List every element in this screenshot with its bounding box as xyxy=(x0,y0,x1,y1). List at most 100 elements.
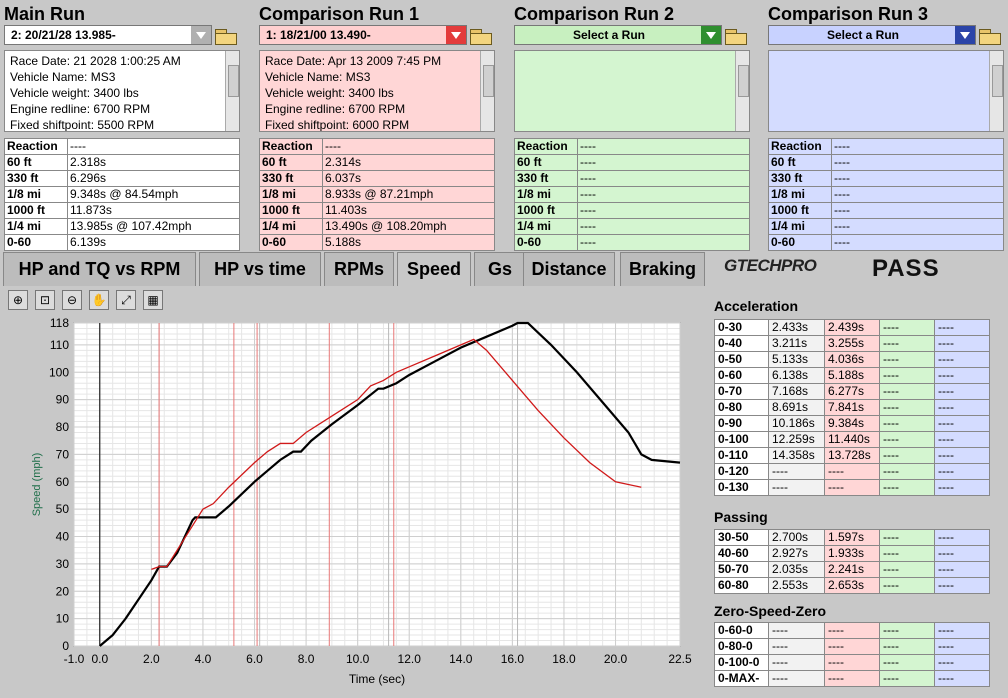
metric-value-run-0: ---- xyxy=(768,479,825,496)
stat-value: ---- xyxy=(577,138,750,155)
info-scrollbar[interactable] xyxy=(225,51,239,131)
metric-value-run-0: ---- xyxy=(768,638,825,655)
comparison-run-2-info xyxy=(514,50,750,132)
y-tick-label: 118 xyxy=(50,316,69,330)
zero-speed-zero-title: Zero-Speed-Zero xyxy=(714,603,827,619)
info-scrollbar[interactable] xyxy=(989,51,1003,131)
comparison-run-2-stats-table: Reaction ---- 60 ft ---- 330 ft ---- 1/8 mi ---… xyxy=(514,138,750,251)
chevron-down-icon[interactable] xyxy=(955,26,975,44)
chevron-down-icon[interactable] xyxy=(701,26,721,44)
scrollbar-thumb[interactable] xyxy=(228,65,239,97)
metric-value-run-1: 5.188s xyxy=(824,367,880,384)
fit-icon[interactable]: ⤢ xyxy=(116,290,136,310)
metric-value-run-2: ---- xyxy=(879,654,935,671)
stats-row: 1000 ft 11.403s xyxy=(259,202,495,219)
open-folder-icon[interactable] xyxy=(469,26,493,45)
acceleration-title: Acceleration xyxy=(714,298,799,314)
y-tick-label: 0 xyxy=(62,639,69,653)
metric-label: 40-60 xyxy=(714,545,769,562)
open-folder-icon[interactable] xyxy=(978,26,1002,45)
comparison-run-1-selector[interactable]: 1: 18/21/00 13.490- xyxy=(259,25,467,45)
x-tick-label: 18.0 xyxy=(552,652,576,666)
zoom-in-icon[interactable]: ⊕ xyxy=(8,290,28,310)
metric-value-run-3: ---- xyxy=(934,463,990,480)
metric-value-run-0: ---- xyxy=(768,463,825,480)
metric-value-run-1: ---- xyxy=(824,654,880,671)
stat-label: 1/4 mi xyxy=(768,218,832,235)
metric-label: 60-80 xyxy=(714,577,769,594)
metric-value-run-0: 8.691s xyxy=(768,399,825,416)
tab-hp-and-tq-vs-rpm[interactable]: HP and TQ vs RPM xyxy=(3,252,196,286)
tab-gs[interactable]: Gs xyxy=(474,252,526,286)
stats-row: 1/8 mi 8.933s @ 87.21mph xyxy=(259,186,495,203)
metric-value-run-3: ---- xyxy=(934,351,990,368)
tab-distance[interactable]: Distance xyxy=(523,252,615,286)
main-run-info: Race Date: 21 2028 1:00:25 AM Vehicle Nam… xyxy=(4,50,240,132)
metric-label: 0-60-0 xyxy=(714,622,769,639)
scrollbar-thumb[interactable] xyxy=(992,65,1003,97)
chevron-down-icon[interactable] xyxy=(191,26,211,44)
x-tick-label: 8.0 xyxy=(298,652,315,666)
metric-row: 0-MAX- ---- ---- ---- ---- xyxy=(714,670,990,687)
run-info-line: Vehicle Name: MS3 xyxy=(10,70,116,84)
main-run-selector[interactable]: 2: 20/21/28 13.985- xyxy=(4,25,212,45)
metric-value-run-2: ---- xyxy=(879,545,935,562)
stat-label: 330 ft xyxy=(259,170,323,187)
stat-value: 8.933s @ 87.21mph xyxy=(322,186,495,203)
metric-value-run-2: ---- xyxy=(879,638,935,655)
pan-hand-icon[interactable]: ✋ xyxy=(89,290,109,310)
stat-value: ---- xyxy=(577,234,750,251)
x-tick-label: 10.0 xyxy=(346,652,370,666)
metric-row: 0-100 12.259s 11.440s ---- ---- xyxy=(714,431,990,448)
metric-row: 60-80 2.553s 2.653s ---- ---- xyxy=(714,577,990,594)
metric-label: 50-70 xyxy=(714,561,769,578)
x-tick-label: 16.0 xyxy=(501,652,525,666)
speed-series-line-2 xyxy=(151,338,642,570)
metric-label: 0-50 xyxy=(714,351,769,368)
scrollbar-thumb[interactable] xyxy=(483,65,494,97)
stat-label: 0-60 xyxy=(514,234,578,251)
tab-rpms[interactable]: RPMs xyxy=(324,252,394,286)
metric-row: 0-90 10.186s 9.384s ---- ---- xyxy=(714,415,990,432)
stat-label: 0-60 xyxy=(768,234,832,251)
tab-hp-vs-time[interactable]: HP vs time xyxy=(199,252,321,286)
metric-value-run-3: ---- xyxy=(934,577,990,594)
metric-value-run-3: ---- xyxy=(934,638,990,655)
zoom-out-icon[interactable]: ⊖ xyxy=(62,290,82,310)
open-folder-icon[interactable] xyxy=(724,26,748,45)
zoom-rect-icon[interactable]: ⊡ xyxy=(35,290,55,310)
metric-value-run-2: ---- xyxy=(879,577,935,594)
stats-row: 1000 ft ---- xyxy=(514,202,750,219)
comparison-run-2-selector[interactable]: Select a Run xyxy=(514,25,722,45)
metric-label: 0-30 xyxy=(714,319,769,336)
comparison-run-3-title: Comparison Run 3 xyxy=(768,4,929,24)
tab-speed[interactable]: Speed xyxy=(397,252,471,286)
stat-value: 6.139s xyxy=(67,234,240,251)
speed-chart[interactable]: -1.0 0.0 2.0 4.0 6.0 8.0 10.0 12.0 14.0 16.0 18.0 2… xyxy=(0,303,700,698)
stat-value: ---- xyxy=(831,218,1004,235)
chevron-down-icon[interactable] xyxy=(446,26,466,44)
metric-value-run-1: 6.277s xyxy=(824,383,880,400)
metric-value-run-1: ---- xyxy=(824,463,880,480)
stat-label: Reaction xyxy=(514,138,578,155)
stat-value: ---- xyxy=(831,202,1004,219)
stat-label: 330 ft xyxy=(4,170,68,187)
stat-label: 1/8 mi xyxy=(4,186,68,203)
open-folder-icon[interactable] xyxy=(214,26,238,45)
stat-value: 11.403s xyxy=(322,202,495,219)
stats-row: 330 ft 6.296s xyxy=(4,170,240,187)
stat-value: 13.490s @ 108.20mph xyxy=(322,218,495,235)
metric-row: 50-70 2.035s 2.241s ---- ---- xyxy=(714,561,990,578)
stat-value: ---- xyxy=(831,234,1004,251)
stat-value: 5.188s xyxy=(322,234,495,251)
grid-icon[interactable]: ▦ xyxy=(143,290,163,310)
run-info-line: Fixed shiftpoint: 5500 RPM xyxy=(10,118,155,132)
info-scrollbar[interactable] xyxy=(735,51,749,131)
y-tick-label: 100 xyxy=(49,365,69,379)
info-scrollbar[interactable] xyxy=(480,51,494,131)
comparison-run-3-selector[interactable]: Select a Run xyxy=(768,25,976,45)
scrollbar-thumb[interactable] xyxy=(738,65,749,97)
tab-braking[interactable]: Braking xyxy=(620,252,705,286)
metric-value-run-2: ---- xyxy=(879,479,935,496)
stat-value: 11.873s xyxy=(67,202,240,219)
